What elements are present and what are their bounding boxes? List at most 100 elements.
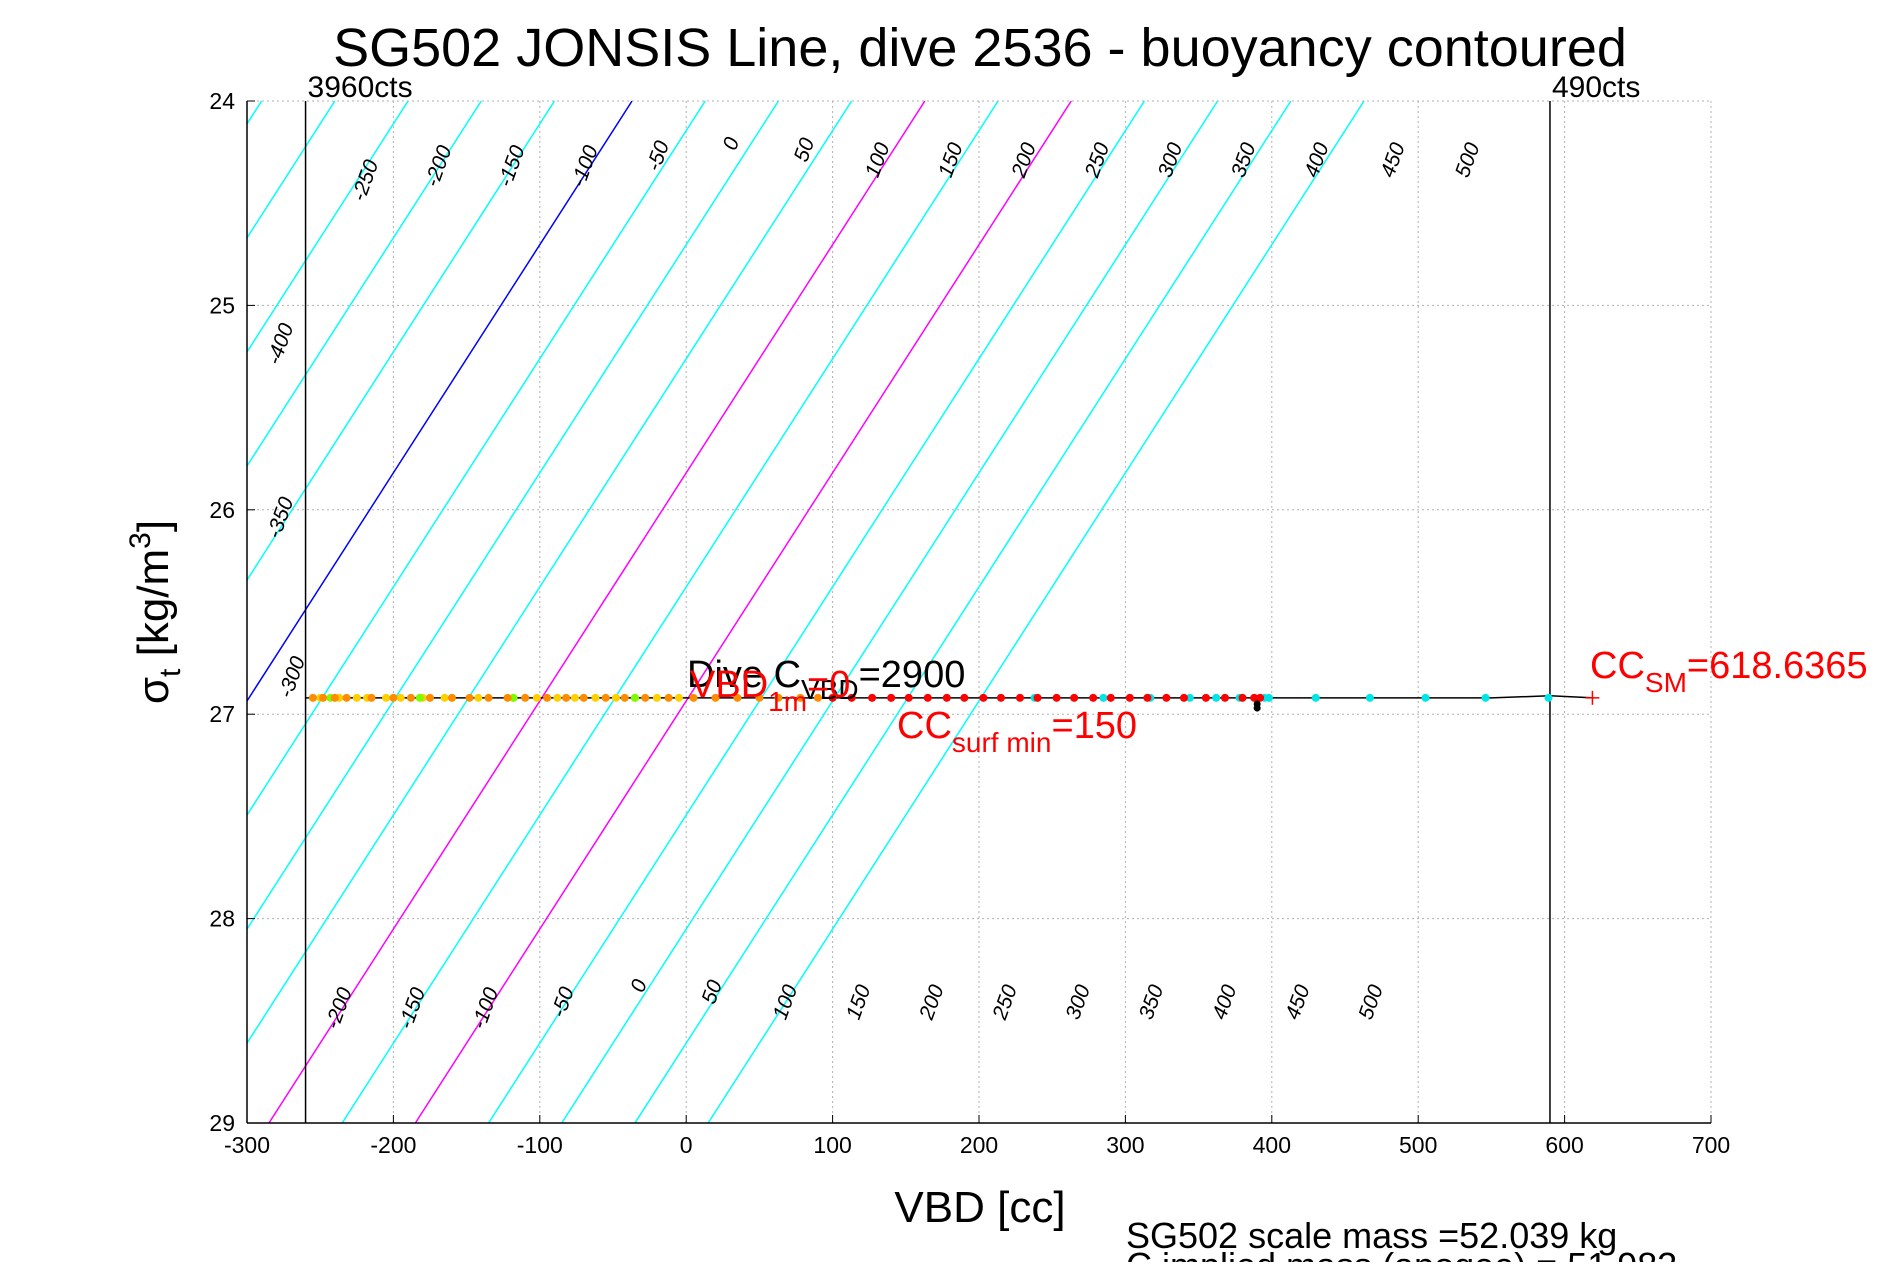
series-point-orange (389, 693, 398, 702)
series-point-yellow (674, 693, 683, 702)
footer-implied-mass-text: implied mass (apogee) = 51.983 (1152, 1245, 1677, 1262)
y-tick-label: 25 (209, 292, 235, 318)
dive-series (305, 690, 1600, 712)
series-point-yellow (474, 693, 483, 702)
contour-line (247, 101, 706, 817)
axis-ticks: -300 -200 -100 0 100 200 300 400 500 600 700242526… (209, 88, 1730, 1158)
series-point-orange (319, 693, 328, 702)
series-point-orange (367, 693, 376, 702)
contour-label: 150 (934, 139, 968, 180)
series-point-green (630, 693, 639, 702)
x-tick-label: -100 (517, 1132, 563, 1158)
contour-label: -400 (262, 320, 298, 368)
series-point-red (1250, 693, 1259, 702)
dive-cvbd-sub: VBD (801, 674, 859, 705)
series-point-red (942, 693, 951, 702)
series-point-orange (503, 693, 512, 702)
contour-label: -150 (494, 142, 530, 190)
series-point-red (1238, 693, 1247, 702)
series-point-orange (641, 693, 650, 702)
contour-label: 100 (769, 982, 803, 1023)
series-point-cyan (1099, 693, 1108, 702)
series-point-yellow (382, 693, 391, 702)
series-point-red (996, 693, 1005, 702)
dive-cvbd-value: =2900 (859, 654, 966, 696)
series-point-red (1106, 693, 1115, 702)
x-tick-label: -200 (370, 1132, 416, 1158)
series-point-red (1162, 693, 1171, 702)
contour-label: 0 (719, 134, 745, 153)
series-point-green (509, 693, 518, 702)
contour-label: 200 (915, 982, 949, 1024)
series-point-cyan (1481, 693, 1490, 702)
contour-line (561, 101, 1219, 1123)
series-point-red (979, 693, 988, 702)
series-point-red (847, 693, 856, 702)
y-axis-label-symbol: σ (129, 677, 178, 704)
contour-label: 400 (1208, 982, 1242, 1023)
series-point-orange (562, 693, 571, 702)
series-point-orange (330, 693, 339, 702)
series-point-red (1220, 693, 1229, 702)
vbd-1m-annotation: VBD1m=0 (690, 664, 850, 717)
series-point-cyan (1311, 693, 1320, 702)
contour-line (247, 101, 780, 931)
series-point-cyan (1185, 693, 1194, 702)
dive-cvbd-annotation: Dive CVBD=2900 (687, 654, 965, 705)
count-lines: 3960cts 490cts (304, 71, 1640, 1123)
footer-scale-mass: SG502 scale mass =52.039 kg (1126, 1215, 1617, 1256)
x-tick-label: 300 (1106, 1132, 1144, 1158)
contour-line (414, 101, 1072, 1123)
cc-surf-min-sub: surf min (952, 727, 1052, 758)
y-tick-label: 27 (209, 701, 235, 727)
series-point-orange (543, 693, 552, 702)
series-point-red (1033, 693, 1042, 702)
series-point-red (904, 693, 913, 702)
series-point-orange (601, 693, 610, 702)
series-point-red (828, 693, 837, 702)
contour-label: 400 (1300, 139, 1334, 180)
series-point-orange (521, 693, 530, 702)
y-axis-label-close: ] (129, 520, 178, 532)
contour-line (0, 101, 115, 1123)
contour-line (247, 101, 556, 582)
series-point-yellow (652, 693, 661, 702)
contour-label: 0 (626, 976, 652, 995)
series-point-orange (774, 693, 783, 702)
series-point-orange (689, 693, 698, 702)
series-point-cyan (1212, 693, 1221, 702)
cc-sm-text: CC (1590, 645, 1645, 687)
contour-line (268, 101, 926, 1123)
y-axis-label-units: [kg/m (129, 549, 178, 669)
contour-label: 200 (1007, 139, 1041, 181)
contour-line (707, 101, 1365, 1123)
series-point-yellow (352, 693, 361, 702)
series-point-red (1015, 693, 1024, 702)
series-point-orange (813, 693, 822, 702)
contour-label: 300 (1154, 139, 1188, 180)
series-point-cyan (1264, 693, 1273, 702)
contour-label: -350 (262, 494, 298, 542)
contour-label: 450 (1376, 139, 1410, 180)
series-point-red (1125, 693, 1134, 702)
contour-label: 250 (988, 982, 1022, 1024)
y-axis-label-sub: t (154, 668, 187, 677)
series-point-orange (796, 693, 805, 702)
contour-line (487, 101, 1146, 1123)
x-tick-label: 400 (1253, 1132, 1291, 1158)
y-tick-label: 29 (209, 1110, 235, 1136)
series-point-orange (711, 693, 720, 702)
series-point-red (868, 693, 877, 702)
contour-label: -250 (347, 157, 383, 205)
series-point-orange (484, 693, 493, 702)
series-point-red (960, 693, 969, 702)
y-axis-label: σt [kg/m3] (124, 520, 187, 704)
contour-label: 450 (1281, 982, 1315, 1023)
grid-lines (247, 101, 1711, 1123)
series-point-yellow (611, 693, 620, 702)
series-point-yellow (532, 693, 541, 702)
contour-label: 50 (790, 135, 820, 165)
y-tick-label: 28 (209, 906, 235, 932)
